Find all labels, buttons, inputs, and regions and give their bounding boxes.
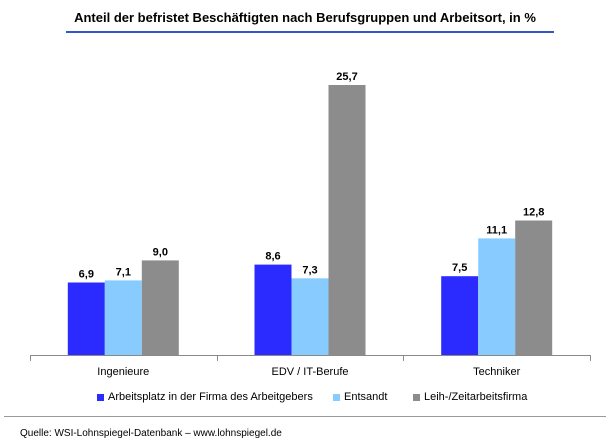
legend-label-entsandt: Entsandt bbox=[344, 391, 388, 403]
category-label: EDV / IT-Berufe bbox=[271, 366, 348, 378]
bar bbox=[67, 282, 105, 355]
bar bbox=[291, 278, 329, 355]
data-label: 9,0 bbox=[153, 246, 168, 258]
data-label: 7,3 bbox=[302, 264, 317, 276]
bar bbox=[441, 276, 479, 355]
title-underline bbox=[66, 31, 554, 33]
data-label: 25,7 bbox=[336, 71, 357, 83]
bar bbox=[328, 85, 366, 355]
category-label: Ingenieure bbox=[97, 366, 149, 378]
category-label: Techniker bbox=[473, 366, 520, 378]
legend-label-firma: Arbeitsplatz in der Firma des Arbeitgebe… bbox=[108, 391, 313, 403]
bar bbox=[141, 260, 179, 355]
data-label: 11,1 bbox=[486, 224, 507, 236]
data-label: 7,1 bbox=[116, 266, 131, 278]
bar bbox=[104, 280, 142, 355]
legend-item-firma: Arbeitsplatz in der Firma des Arbeitgebe… bbox=[97, 391, 313, 403]
bar bbox=[254, 264, 292, 355]
legend-item-leih: Leih-/Zeitarbeitsfirma bbox=[413, 391, 527, 403]
legend: Arbeitsplatz in der Firma des Arbeitgebe… bbox=[0, 391, 610, 407]
legend-swatch-entsandt bbox=[333, 393, 340, 401]
legend-label-leih: Leih-/Zeitarbeitsfirma bbox=[424, 391, 528, 403]
data-label: 8,6 bbox=[265, 251, 280, 263]
source-note: Quelle: WSI-Lohnspiegel-Datenbank – www.… bbox=[20, 428, 282, 439]
data-label: 12,8 bbox=[523, 207, 544, 219]
footer-divider bbox=[4, 416, 606, 417]
chart-title: Anteil der befristet Beschäftigten nach … bbox=[74, 10, 536, 25]
bar bbox=[515, 220, 553, 355]
bar bbox=[478, 238, 516, 355]
data-label: 6,9 bbox=[79, 269, 94, 281]
legend-swatch-leih bbox=[413, 393, 420, 401]
legend-item-entsandt: Entsandt bbox=[333, 391, 387, 403]
data-label: 7,5 bbox=[452, 262, 467, 274]
legend-swatch-firma bbox=[97, 393, 104, 401]
